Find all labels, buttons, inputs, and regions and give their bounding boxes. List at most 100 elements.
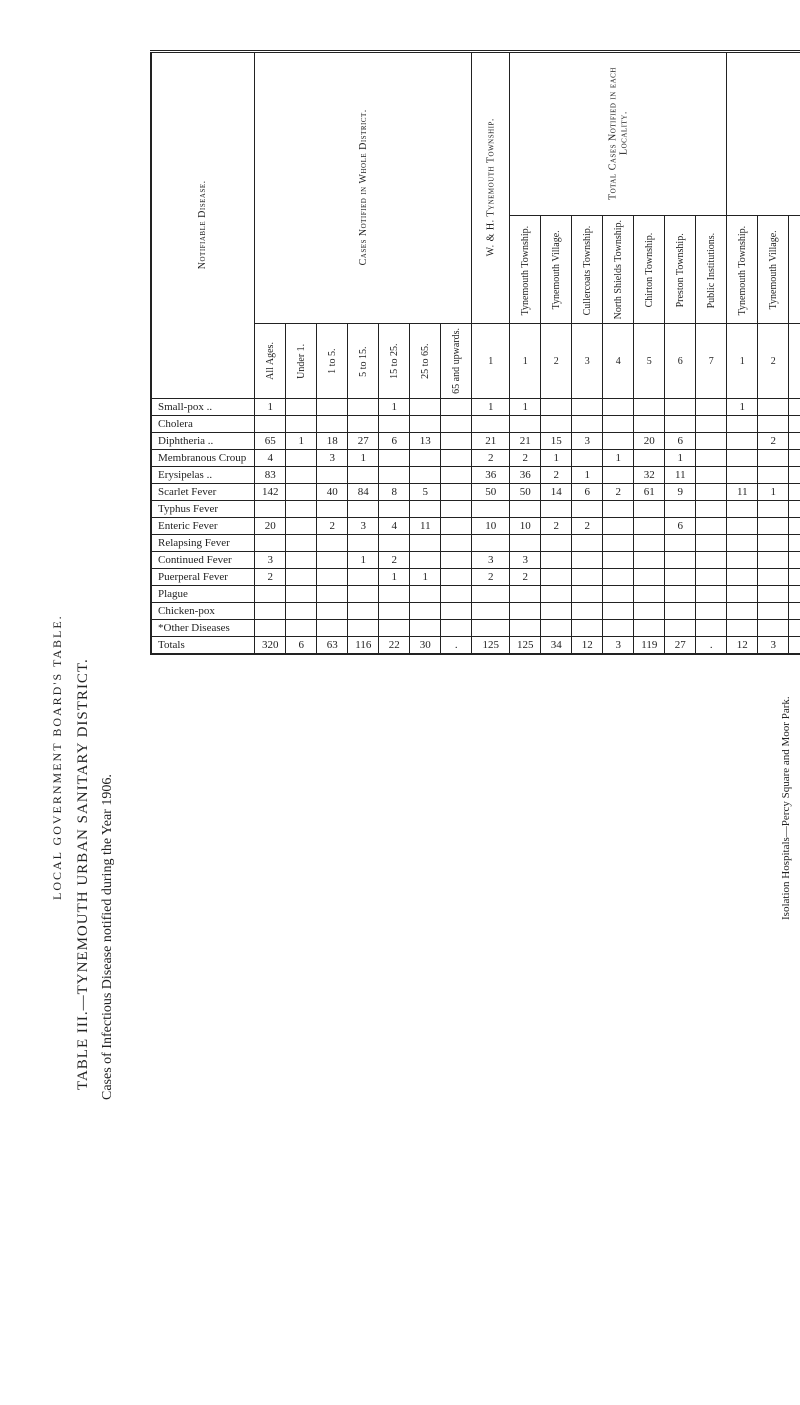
cell: 21 bbox=[510, 433, 541, 450]
disease-name: Scarlet Fever bbox=[151, 484, 255, 501]
age-2: 5 to 15. bbox=[348, 324, 379, 399]
disease-name: Plague bbox=[151, 586, 255, 603]
totals-allages: 320 bbox=[255, 637, 286, 655]
cell bbox=[789, 433, 800, 450]
cell bbox=[510, 586, 541, 603]
cell bbox=[541, 620, 572, 637]
title-cases: Cases of Infectious Disease notified dur… bbox=[100, 774, 116, 1100]
cell bbox=[789, 518, 800, 535]
cell bbox=[603, 518, 634, 535]
cell: 6 bbox=[379, 433, 410, 450]
cell bbox=[696, 586, 727, 603]
table-row: Plague bbox=[151, 586, 800, 603]
col-notifiable-disease: Notifiable Disease. bbox=[151, 52, 255, 399]
table-row: Typhus Fever bbox=[151, 501, 800, 518]
cell bbox=[758, 518, 789, 535]
cell bbox=[634, 416, 665, 433]
cell: 6 bbox=[665, 433, 696, 450]
cell bbox=[541, 416, 572, 433]
cell bbox=[665, 535, 696, 552]
cell bbox=[572, 603, 603, 620]
cell bbox=[317, 603, 348, 620]
disease-name: Erysipelas .. bbox=[151, 467, 255, 484]
cell: 2 bbox=[572, 518, 603, 535]
cell bbox=[286, 535, 317, 552]
cell: 27 bbox=[348, 433, 379, 450]
cell bbox=[572, 416, 603, 433]
cell bbox=[441, 399, 472, 416]
disease-name: Cholera bbox=[151, 416, 255, 433]
cell bbox=[410, 535, 441, 552]
cell: 11 bbox=[410, 518, 441, 535]
cell bbox=[665, 569, 696, 586]
cell bbox=[286, 603, 317, 620]
col-all-ages: All Ages. bbox=[255, 324, 286, 399]
cell bbox=[727, 501, 758, 518]
rem-idx-3: 3 bbox=[789, 324, 800, 399]
cell: 50 bbox=[472, 484, 510, 501]
cell bbox=[348, 535, 379, 552]
totals-tot-4: 119 bbox=[634, 637, 665, 655]
cell bbox=[317, 467, 348, 484]
cell bbox=[255, 603, 286, 620]
table-row: Enteric Fever202341110102261 bbox=[151, 518, 800, 535]
tot-idx-5: 5 bbox=[634, 324, 665, 399]
disease-name: *Other Diseases bbox=[151, 620, 255, 637]
cell bbox=[286, 620, 317, 637]
cell bbox=[603, 416, 634, 433]
cell: 11 bbox=[727, 484, 758, 501]
cell bbox=[410, 467, 441, 484]
cell bbox=[255, 501, 286, 518]
cell bbox=[789, 450, 800, 467]
cell: 1 bbox=[472, 399, 510, 416]
cell: 1 bbox=[410, 569, 441, 586]
cell: 5 bbox=[410, 484, 441, 501]
cell: 1 bbox=[727, 399, 758, 416]
cell: 65 bbox=[255, 433, 286, 450]
cell: 10 bbox=[510, 518, 541, 535]
cell bbox=[286, 450, 317, 467]
cell bbox=[789, 552, 800, 569]
cell bbox=[696, 467, 727, 484]
cell bbox=[727, 603, 758, 620]
cell bbox=[696, 569, 727, 586]
cell bbox=[317, 535, 348, 552]
cell bbox=[410, 586, 441, 603]
cell bbox=[286, 484, 317, 501]
rem-loc-1: Tynemouth Township. bbox=[727, 216, 758, 324]
page-root: LOCAL GOVERNMENT BOARD'S TABLE. TABLE II… bbox=[20, 20, 780, 1385]
cell bbox=[634, 569, 665, 586]
cell bbox=[410, 416, 441, 433]
cell bbox=[255, 620, 286, 637]
wmt-idx: 1 bbox=[472, 324, 510, 399]
cell bbox=[603, 501, 634, 518]
tot-idx-3: 3 bbox=[572, 324, 603, 399]
tot-loc-7: Public Institutions. bbox=[696, 216, 727, 324]
cell bbox=[286, 416, 317, 433]
cell bbox=[634, 399, 665, 416]
cell: 84 bbox=[348, 484, 379, 501]
disease-name: Enteric Fever bbox=[151, 518, 255, 535]
table-row: Relapsing Fever bbox=[151, 535, 800, 552]
totals-tot-2: 12 bbox=[572, 637, 603, 655]
tot-idx-1: 1 bbox=[510, 324, 541, 399]
cell bbox=[603, 603, 634, 620]
cell bbox=[441, 450, 472, 467]
cell: 2 bbox=[541, 467, 572, 484]
rem-idx-2: 2 bbox=[758, 324, 789, 399]
cell bbox=[727, 433, 758, 450]
cell bbox=[317, 586, 348, 603]
cell bbox=[603, 569, 634, 586]
cell bbox=[696, 484, 727, 501]
cell bbox=[286, 399, 317, 416]
cell bbox=[758, 620, 789, 637]
cell bbox=[317, 416, 348, 433]
cell bbox=[727, 416, 758, 433]
cell: 2 bbox=[789, 484, 800, 501]
cell: 1 bbox=[255, 399, 286, 416]
cell bbox=[317, 399, 348, 416]
rem-loc-3: Cullercoats Township. bbox=[789, 216, 800, 324]
cell bbox=[603, 552, 634, 569]
cell bbox=[379, 620, 410, 637]
cell: 1 bbox=[379, 569, 410, 586]
